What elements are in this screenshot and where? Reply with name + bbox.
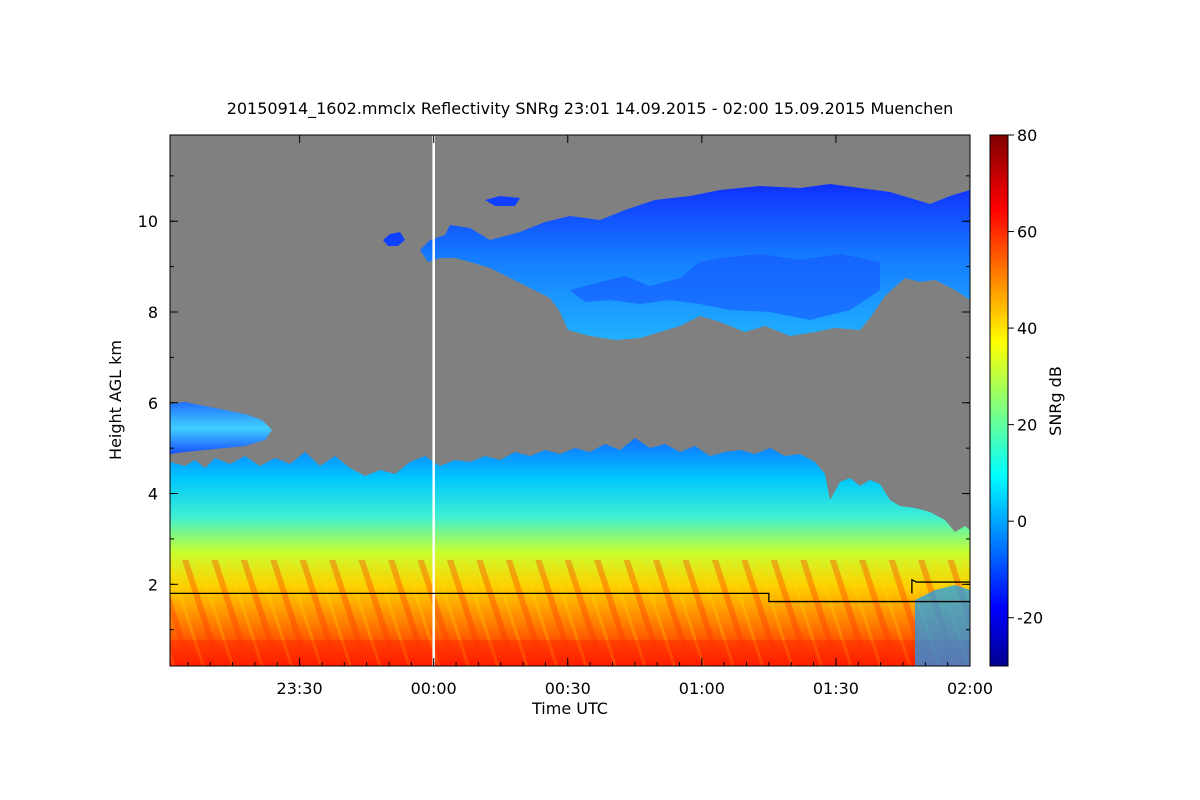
plot-area <box>170 135 970 666</box>
colorbar <box>989 134 1009 667</box>
y-tick-label: 6 <box>148 394 158 413</box>
colorbar-label: SNRg dB <box>1046 366 1065 436</box>
colorbar-tick-label: 40 <box>1017 319 1037 338</box>
colorbar-tick-label: -20 <box>1017 609 1043 628</box>
cirrus-fragment-2 <box>485 196 520 206</box>
ground-clutter-strip <box>170 640 970 666</box>
y-axis: 2 4 6 8 10 <box>138 175 970 631</box>
right-weak-region <box>915 585 970 666</box>
cirrus-fragment <box>383 232 405 246</box>
secondary-height-line <box>911 578 970 594</box>
cloud-base-height-line <box>170 592 970 603</box>
x-tick-label: 01:30 <box>813 679 859 698</box>
y-tick-label: 8 <box>148 303 158 322</box>
colorbar-axis: 80 60 40 20 0 -20 <box>1008 126 1043 628</box>
upper-cloud-inner <box>570 254 880 320</box>
y-axis-label: Height AGL km <box>106 340 125 460</box>
y-tick-label: 2 <box>148 575 158 594</box>
plot-frame <box>169 134 971 667</box>
x-axis: 23:30 00:00 00:30 01:00 01:30 02:00 <box>187 135 993 698</box>
x-tick-label: 23:30 <box>277 679 323 698</box>
mid-level-echo <box>170 402 272 454</box>
x-tick-label: 00:00 <box>411 679 457 698</box>
x-tick-label: 00:30 <box>545 679 591 698</box>
streak-texture <box>170 560 970 666</box>
colorbar-tick-label: 20 <box>1017 416 1037 435</box>
y-tick-label: 10 <box>138 212 158 231</box>
colorbar-tick-label: 60 <box>1017 223 1037 242</box>
x-tick-label: 01:00 <box>679 679 725 698</box>
colorbar-tick-label: 80 <box>1017 126 1037 145</box>
y-tick-label: 4 <box>148 485 158 504</box>
x-tick-label: 02:00 <box>947 679 993 698</box>
x-axis-label: Time UTC <box>531 699 608 718</box>
colorbar-tick-label: 0 <box>1017 512 1027 531</box>
chart-title: 20150914_1602.mmclx Reflectivity SNRg 23… <box>227 99 954 119</box>
